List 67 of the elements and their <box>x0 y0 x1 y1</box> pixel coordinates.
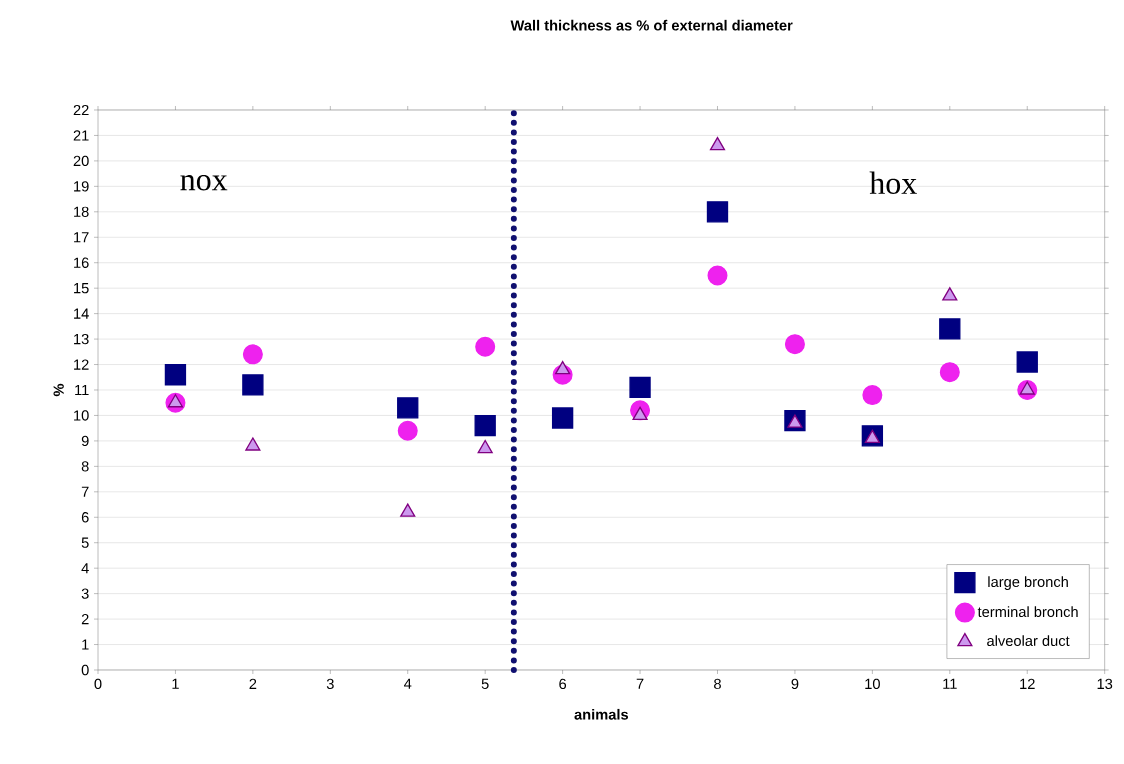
chart-title: Wall thickness as % of external diameter <box>510 19 793 31</box>
legend-label: alveolar duct <box>987 635 1070 647</box>
y-tick-label: 19 <box>74 181 89 192</box>
x-tick-label: 2 <box>249 678 257 689</box>
y-tick-label: 12 <box>74 359 89 370</box>
x-tick-label: 0 <box>94 678 102 690</box>
point <box>1016 351 1038 373</box>
y-tick-label: 17 <box>74 232 89 243</box>
point <box>942 287 958 301</box>
point <box>167 394 184 408</box>
point <box>939 362 960 383</box>
point <box>474 414 496 437</box>
annotation: nox <box>180 175 228 191</box>
y-tick-label: 20 <box>73 155 89 167</box>
y-tick-label: 3 <box>81 588 89 599</box>
point <box>939 318 961 340</box>
x-tick-label: 13 <box>1097 678 1113 690</box>
point <box>242 374 264 396</box>
point <box>242 344 263 365</box>
y-tick-label: 9 <box>81 435 89 447</box>
y-tick-label: 16 <box>74 257 89 268</box>
y-tick-label: 8 <box>81 461 89 472</box>
x-tick-label: 10 <box>865 678 880 690</box>
x-axis-title: animals <box>574 708 629 720</box>
x-tick-label: 1 <box>172 678 179 689</box>
point <box>397 397 419 419</box>
x-tick-label: 9 <box>791 678 799 690</box>
point <box>862 385 883 406</box>
x-tick-label: 8 <box>714 678 721 690</box>
y-tick-label: 5 <box>81 537 89 548</box>
y-tick-label: 15 <box>74 283 89 294</box>
point <box>245 437 261 451</box>
y-tick-label: 10 <box>74 410 89 421</box>
annotation: hox <box>869 171 917 195</box>
point <box>397 420 418 441</box>
y-tick-label: 13 <box>74 333 89 345</box>
y-tick-label: 11 <box>75 384 89 396</box>
point <box>787 414 803 428</box>
y-axis-title: % <box>53 383 64 397</box>
point <box>164 364 187 386</box>
point <box>477 439 493 454</box>
legend-label: large bronch <box>988 576 1068 590</box>
y-tick-label: 2 <box>81 613 89 625</box>
x-tick-label: 11 <box>943 678 957 689</box>
point <box>551 407 574 429</box>
y-tick-label: 22 <box>73 104 89 116</box>
x-tick-label: 6 <box>559 678 567 690</box>
point <box>629 376 651 399</box>
y-tick-label: 1 <box>82 639 89 650</box>
point <box>706 201 729 223</box>
y-tick-label: 18 <box>74 206 89 218</box>
x-tick-label: 4 <box>404 678 412 689</box>
point <box>784 334 805 355</box>
y-tick-label: 4 <box>81 563 89 574</box>
point <box>707 265 728 286</box>
x-tick-label: 7 <box>636 678 644 689</box>
point <box>475 336 496 357</box>
x-tick-label: 5 <box>481 678 489 689</box>
y-tick-label: 7 <box>81 486 89 497</box>
y-tick-label: 14 <box>74 308 89 319</box>
y-tick-label: 0 <box>81 664 89 676</box>
legend-label: terminal bronch <box>977 606 1078 618</box>
point <box>400 503 416 517</box>
x-tick-label: 12 <box>1020 678 1035 689</box>
y-tick-label: 6 <box>81 512 89 523</box>
y-tick-label: 21 <box>73 130 89 141</box>
x-tick-label: 3 <box>326 678 334 690</box>
